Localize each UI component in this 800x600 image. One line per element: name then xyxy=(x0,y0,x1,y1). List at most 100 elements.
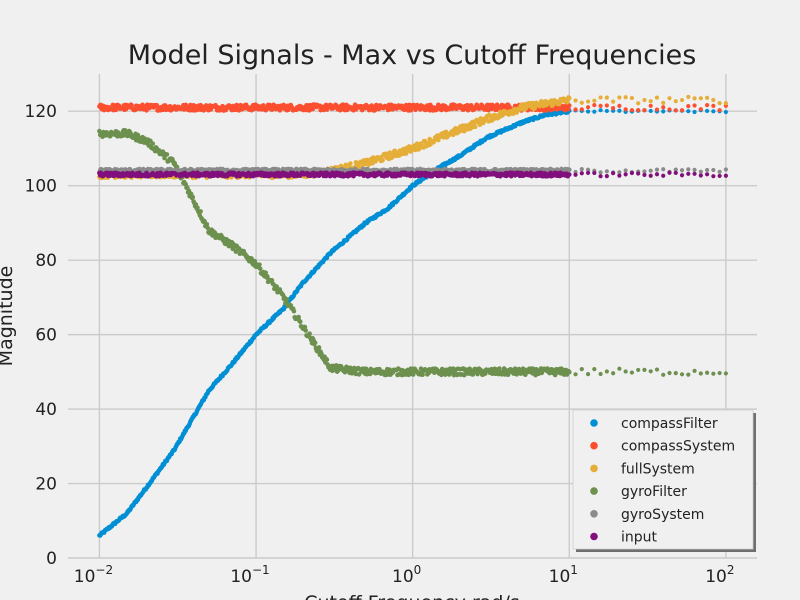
data-point xyxy=(585,105,591,110)
data-point xyxy=(667,170,672,175)
data-point xyxy=(698,107,703,112)
legend-marker xyxy=(590,419,598,427)
data-point xyxy=(205,225,210,231)
data-point xyxy=(679,97,685,103)
data-point xyxy=(654,367,660,372)
data-point xyxy=(592,367,597,372)
data-point xyxy=(704,370,710,375)
data-point xyxy=(704,108,710,114)
y-tick-label: 120 xyxy=(25,102,57,122)
legend-label: input xyxy=(621,530,658,546)
legend-label: gyroSystem xyxy=(621,507,704,523)
data-point xyxy=(604,95,609,100)
data-point xyxy=(579,367,584,372)
y-axis-label: Magnitude xyxy=(0,266,17,367)
data-point xyxy=(654,172,660,177)
data-point xyxy=(291,308,297,314)
data-point xyxy=(686,94,691,99)
data-point xyxy=(636,367,641,373)
data-point xyxy=(136,134,141,140)
data-point xyxy=(686,104,691,109)
data-point xyxy=(623,172,628,177)
data-point xyxy=(648,168,653,173)
data-point xyxy=(566,369,572,375)
legend-box xyxy=(572,409,754,550)
data-point xyxy=(692,103,697,108)
data-point xyxy=(623,168,628,173)
data-point xyxy=(648,99,653,104)
data-point xyxy=(704,172,710,177)
data-point xyxy=(348,161,353,166)
data-point xyxy=(617,95,622,100)
data-point xyxy=(162,155,167,161)
data-point xyxy=(661,109,666,114)
data-point xyxy=(579,167,584,172)
data-point xyxy=(319,351,324,357)
data-point xyxy=(617,108,622,113)
data-point xyxy=(566,172,572,177)
data-point xyxy=(566,106,571,112)
data-point xyxy=(617,103,622,108)
x-tick-label: 10−2 xyxy=(74,563,113,587)
data-point xyxy=(711,167,716,173)
data-point xyxy=(579,100,584,105)
series-layer xyxy=(97,94,728,538)
data-point xyxy=(439,372,444,378)
data-point xyxy=(598,108,603,113)
data-point xyxy=(679,372,685,377)
data-point xyxy=(303,328,309,333)
data-point xyxy=(711,174,716,179)
data-point xyxy=(342,369,348,375)
data-point xyxy=(667,96,672,101)
data-point xyxy=(617,173,622,178)
data-point xyxy=(233,249,239,254)
data-point xyxy=(667,107,672,112)
data-point xyxy=(673,170,678,176)
data-point xyxy=(636,101,641,106)
data-point xyxy=(297,319,303,325)
data-point xyxy=(692,368,697,373)
data-point xyxy=(573,172,578,177)
data-point xyxy=(723,167,728,172)
series-input xyxy=(97,170,728,179)
data-point xyxy=(307,331,312,337)
y-tick-label: 0 xyxy=(46,549,57,569)
data-point xyxy=(312,340,318,346)
data-point xyxy=(661,105,666,110)
data-point xyxy=(598,95,603,100)
data-point xyxy=(592,98,597,103)
data-point xyxy=(195,205,200,211)
data-point xyxy=(629,170,635,176)
data-point xyxy=(598,371,603,377)
data-point xyxy=(598,170,603,175)
data-point xyxy=(698,96,703,101)
data-point xyxy=(198,209,203,214)
data-point xyxy=(592,102,597,108)
y-tick-label: 40 xyxy=(35,400,57,420)
data-point xyxy=(302,324,308,330)
data-point xyxy=(648,103,653,108)
data-point xyxy=(661,173,666,178)
data-point xyxy=(623,107,628,112)
data-point xyxy=(679,173,685,178)
data-point xyxy=(629,108,635,113)
data-point xyxy=(604,108,609,114)
data-point xyxy=(623,369,628,374)
data-point xyxy=(257,262,262,267)
data-point xyxy=(202,218,207,224)
data-point xyxy=(435,137,441,143)
legend-label: gyroFilter xyxy=(621,484,687,500)
data-point xyxy=(642,97,647,103)
data-point xyxy=(598,103,603,108)
series-gyroFilter xyxy=(97,128,728,378)
legend-marker xyxy=(590,532,598,541)
data-point xyxy=(667,370,672,376)
data-point xyxy=(723,173,728,178)
data-point xyxy=(164,152,170,157)
data-point xyxy=(717,370,722,376)
data-point xyxy=(648,173,653,178)
data-point xyxy=(648,369,653,374)
data-point xyxy=(598,174,603,179)
data-point xyxy=(704,167,710,173)
data-point xyxy=(566,103,572,108)
